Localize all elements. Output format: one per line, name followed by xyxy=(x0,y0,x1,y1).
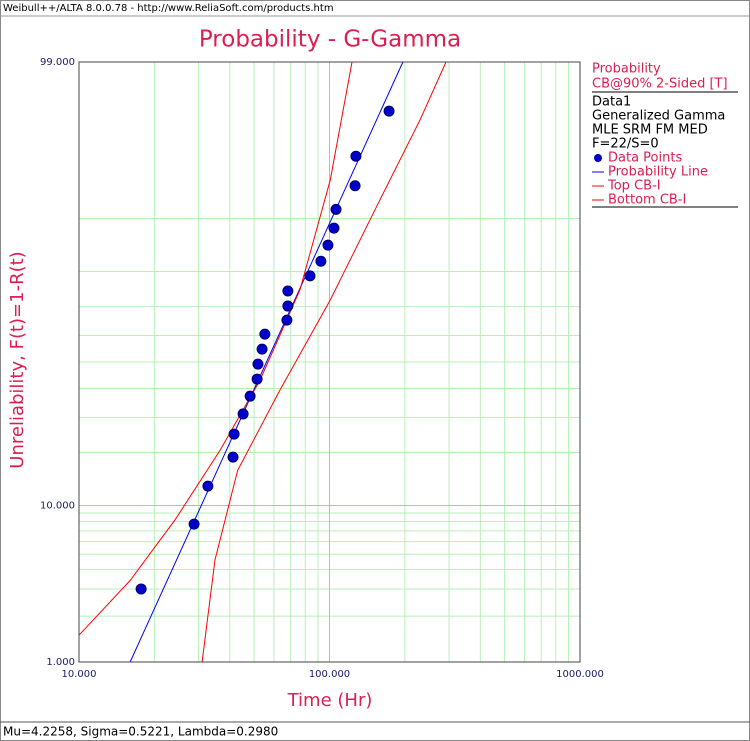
data-point xyxy=(349,180,361,192)
data-point xyxy=(188,518,200,530)
data-point xyxy=(251,373,263,385)
legend-info: MLE SRM FM MED xyxy=(592,123,708,138)
status-text: Mu=4.2258, Sigma=0.5221, Lambda=0.2980 xyxy=(3,725,278,739)
x-tick-label: 100.000 xyxy=(309,669,350,680)
y-tick-label: 1.000 xyxy=(46,657,75,668)
data-point xyxy=(202,480,214,492)
chart-title: Probability - G-Gamma xyxy=(199,27,461,53)
legend-info: F=22/S=0 xyxy=(592,137,659,152)
y-axis-label: Unreliability, F(t)=1-R(t) xyxy=(7,251,28,468)
plot-frame xyxy=(78,61,581,663)
data-point xyxy=(244,390,256,402)
legend-info: Data1 xyxy=(592,95,631,110)
data-point xyxy=(135,583,147,595)
data-point xyxy=(256,343,268,355)
x-axis-label: Time (Hr) xyxy=(287,690,373,711)
x-tick-label: 1000.000 xyxy=(556,669,604,680)
data-point xyxy=(237,408,249,420)
legend-title: Probability xyxy=(592,62,661,77)
legend-label: Probability Line xyxy=(608,165,708,180)
legend-label: Data Points xyxy=(608,151,682,166)
data-point xyxy=(383,105,395,117)
x-tick-label: 10.000 xyxy=(62,669,97,680)
data-point xyxy=(322,239,334,251)
window-title: Weibull++/ALTA 8.0.0.78 - http://www.Rel… xyxy=(3,3,334,14)
legend-label: Top CB-I xyxy=(607,179,661,194)
data-point xyxy=(330,203,342,215)
series-line xyxy=(201,62,447,662)
data-point xyxy=(315,255,327,267)
series-line xyxy=(129,62,404,662)
data-point xyxy=(252,358,264,370)
legend-subtitle: CB@90% 2-Sided [T] xyxy=(592,77,728,92)
data-point xyxy=(281,314,293,326)
data-point xyxy=(350,150,362,162)
data-point xyxy=(228,428,240,440)
legend-info: Generalized Gamma xyxy=(592,109,725,124)
data-point xyxy=(227,451,239,463)
y-tick-label: 99.000 xyxy=(40,57,75,68)
legend-label: Bottom CB-I xyxy=(608,193,686,208)
legend-marker xyxy=(594,154,602,162)
data-point xyxy=(282,300,294,312)
data-point xyxy=(259,328,271,340)
data-point xyxy=(282,285,294,297)
data-point xyxy=(304,270,316,282)
data-point xyxy=(328,222,340,234)
y-tick-label: 10.000 xyxy=(40,500,75,511)
